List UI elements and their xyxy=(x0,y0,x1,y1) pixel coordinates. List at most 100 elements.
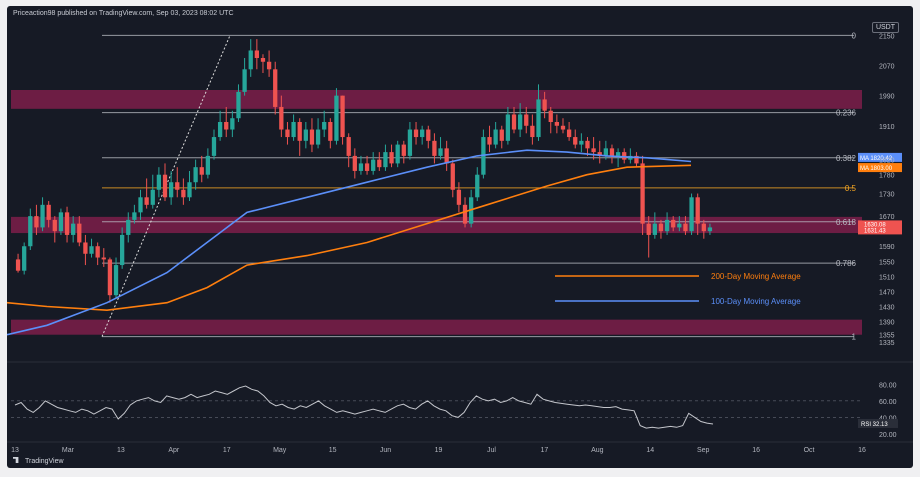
resistance-zone-1 xyxy=(11,90,862,109)
candle-body xyxy=(352,155,357,171)
candle-body xyxy=(101,257,106,260)
fib-label-0.236: 0.236 xyxy=(836,109,857,118)
price-tag-upper: 1630.08 xyxy=(864,222,886,228)
candle-body xyxy=(401,144,406,156)
candle-body xyxy=(530,125,535,138)
time-tick: 14 xyxy=(646,447,654,454)
candle-body xyxy=(585,140,590,149)
candle-body xyxy=(230,118,235,130)
candle-body xyxy=(609,148,615,156)
candle-body xyxy=(371,159,376,171)
candle-body xyxy=(432,140,437,156)
time-tick: 15 xyxy=(329,447,337,454)
candle-body xyxy=(554,122,560,126)
time-tick: 16 xyxy=(752,447,760,454)
candle-body xyxy=(524,114,529,126)
time-tick: Jul xyxy=(487,447,496,454)
candle-body xyxy=(573,137,578,145)
candle-body xyxy=(144,197,149,205)
candle-body xyxy=(511,114,517,130)
price-tick: 1910 xyxy=(879,124,895,131)
time-tick: Apr xyxy=(168,447,180,454)
candle-body xyxy=(407,129,413,156)
candle-body xyxy=(334,95,339,141)
candle-body xyxy=(566,129,572,138)
candle-body xyxy=(303,129,308,141)
rsi-line xyxy=(14,385,714,429)
candle-body xyxy=(475,174,480,198)
price-tick: 1590 xyxy=(879,244,895,251)
ma200-line xyxy=(7,164,692,312)
candle-body xyxy=(162,174,168,198)
candle-body xyxy=(242,69,247,92)
candle-body xyxy=(438,148,443,156)
tradingview-logo-icon xyxy=(13,457,19,463)
candle-body xyxy=(236,91,241,119)
price-tick: 1510 xyxy=(879,274,895,281)
time-tick: Sep xyxy=(697,447,710,454)
candle-body xyxy=(591,148,596,153)
candle-body xyxy=(187,182,192,198)
candle-body xyxy=(126,219,131,235)
candle-body xyxy=(517,114,523,130)
candle-body xyxy=(58,212,64,232)
price-tick: 1335 xyxy=(879,340,895,347)
rsi-tag-bg xyxy=(858,418,898,428)
brand-name: TradingView xyxy=(25,458,64,465)
price-tick: 1820 xyxy=(879,158,895,165)
price-chart[interactable]: 0 0.236 0.382 0.5 0.618 0.786 1 200-Day Moving … xyxy=(7,6,913,468)
candle-body xyxy=(493,129,498,145)
resistance-zone-2 xyxy=(11,216,862,234)
candle-body xyxy=(156,174,162,190)
ma200-legend-label: 200-Day Moving Average xyxy=(711,272,801,281)
price-tick: 1990 xyxy=(879,94,895,101)
candle-body xyxy=(22,246,27,271)
candle-body xyxy=(389,152,394,164)
candle-body xyxy=(358,163,364,171)
candle-body xyxy=(132,212,137,220)
ma200-price-tag xyxy=(858,163,902,173)
candle-body xyxy=(52,219,57,232)
candle-body xyxy=(622,152,627,160)
candle-body xyxy=(340,95,345,138)
currency-badge[interactable]: USDT xyxy=(871,22,899,33)
candle-body xyxy=(138,197,143,213)
resistance-zone-3 xyxy=(11,319,862,335)
candle-body xyxy=(34,216,39,228)
ma-price-tag-text: MA 1803.00 xyxy=(860,166,893,172)
candle-body xyxy=(383,152,388,168)
price-tick: 1550 xyxy=(879,259,895,266)
candle-body xyxy=(597,152,602,156)
time-tick: Jun xyxy=(380,447,391,454)
candle-body xyxy=(462,204,468,224)
candle-body xyxy=(46,204,51,220)
candle-body xyxy=(395,144,400,164)
candle-body xyxy=(579,140,584,145)
candle-body xyxy=(83,242,88,254)
price-tick: 1470 xyxy=(879,289,895,296)
candle-body xyxy=(426,129,431,141)
candle-body xyxy=(211,137,217,156)
candle-body xyxy=(658,223,664,232)
candle-body xyxy=(677,223,682,228)
time-tick: 13 xyxy=(117,447,125,454)
rsi-tag-text: RSI 32.13 xyxy=(861,422,888,428)
candle-body xyxy=(309,129,315,145)
fib-label-0: 0 xyxy=(852,31,857,40)
candle-body xyxy=(615,152,621,156)
candle-body xyxy=(701,223,706,232)
candle-body xyxy=(273,69,278,107)
fib-label-0.382: 0.382 xyxy=(836,154,857,163)
price-tag-current-bg xyxy=(858,220,902,235)
candle-body xyxy=(266,61,272,70)
price-tick: 2150 xyxy=(879,33,895,40)
candle-body xyxy=(279,106,284,130)
time-tick: May xyxy=(273,447,287,454)
candle-body xyxy=(89,246,94,254)
candle-body xyxy=(64,212,70,235)
time-tick: 17 xyxy=(223,447,231,454)
time-tick: Mar xyxy=(62,447,75,454)
candle-body xyxy=(205,155,211,175)
candle-body xyxy=(181,189,186,198)
candle-body xyxy=(695,197,700,224)
